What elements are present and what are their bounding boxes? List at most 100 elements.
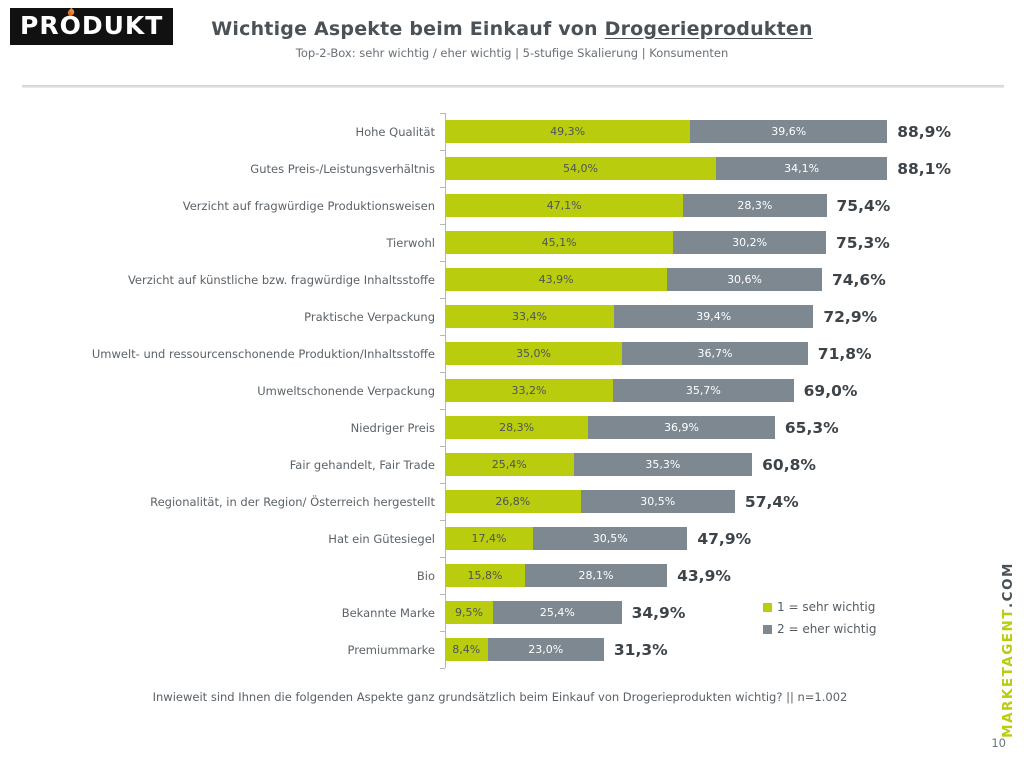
bar-segment: 43,9% [445,268,668,291]
category-label: Verzicht auf künstliche bzw. fragwürdige… [127,272,435,287]
bar-area: 43,9% 30,6% 74,6% [445,268,951,291]
bar-area: 35,0% 36,7% 71,8% [445,342,951,365]
category-label: Umwelt- und ressourcenschonende Produkti… [91,346,435,361]
chart-row: Praktische Verpackung 33,4% 39,4% 72,9% [0,298,1000,335]
bar-area: 33,2% 35,7% 69,0% [445,379,951,402]
legend-swatch-gray [763,624,772,634]
axis-tick [440,113,445,114]
bar-segment: 26,8% [445,490,581,513]
logo-text-pre: PR [20,11,60,40]
bar-segment: 54,0% [445,157,717,180]
row-total: 88,1% [897,159,951,178]
bar-segment: 25,4% [445,453,574,476]
row-total: 69,0% [803,381,858,400]
bar-area: 9,5% 25,4% 34,9% [445,601,951,624]
chart-legend: 1 = sehr wichtig 2 = eher wichtig [763,596,876,640]
axis-tick [440,557,445,558]
category-label: Praktische Verpackung [304,309,435,324]
legend-swatch-green [763,602,772,612]
axis-tick [440,409,445,410]
bar-segment: 9,5% [445,601,494,624]
bar-segment: 30,5% [533,527,688,550]
axis-tick [440,150,445,151]
survey-question: Inwieweit sind Ihnen die folgenden Aspek… [152,690,848,704]
logo-text-o: O [59,11,82,40]
chart-row: Verzicht auf künstliche bzw. fragwürdige… [0,261,1000,298]
row-total: 43,9% [677,566,731,585]
legend-label: 2 = eher wichtig [777,622,877,636]
category-label: Verzicht auf fragwürdige Produktionsweis… [182,198,435,213]
chart-row: Niedriger Preis 28,3% 36,9% 65,3% [0,409,1000,446]
title-prefix: Wichtige Aspekte beim Einkauf von [211,18,605,40]
axis-tick [440,372,445,373]
title-emphasis: Drogerieprodukten [604,18,813,40]
row-total: 74,6% [831,270,886,289]
row-total: 31,3% [613,640,668,659]
bar-segment: 30,6% [667,268,822,291]
page-subtitle: Top-2-Box: sehr wichtig / eher wichtig |… [295,46,729,60]
category-label: Bio [416,568,435,583]
bar-segment: 33,2% [445,379,613,402]
category-label: Hohe Qualität [355,124,435,139]
chart-row: Tierwohl 45,1% 30,2% 75,3% [0,224,1000,261]
axis-tick [440,446,445,447]
axis-tick [440,631,445,632]
bar-area: 25,4% 35,3% 60,8% [445,453,951,476]
legend-label: 1 = sehr wichtig [777,600,876,614]
chart-row: Hat ein Gütesiegel 17,4% 30,5% 47,9% [0,520,1000,557]
category-label: Gutes Preis-/Leistungsverhältnis [250,161,435,176]
axis-tick [440,335,445,336]
axis-tick [440,261,445,262]
category-label: Regionalität, in der Region/ Österreich … [150,494,435,509]
category-label: Umweltschonende Verpackung [257,383,435,398]
axis-tick [440,520,445,521]
bar-area: 47,1% 28,3% 75,4% [445,194,951,217]
bar-segment: 28,1% [524,564,668,587]
stacked-bar-chart: Hohe Qualität 49,3% 39,6% 88,9% Gutes Preis-… [0,113,1000,669]
row-total: 75,3% [836,233,890,252]
chart-row: Regionalität, in der Region/ Österreich … [0,483,1000,520]
chart-row: Gutes Preis-/Leistungsverhältnis 54,0% 34,… [0,150,1000,187]
category-label: Tierwohl [386,235,435,250]
chart-row: Bio 15,8% 28,1% 43,9% [0,557,1000,594]
page-title: Wichtige Aspekte beim Einkauf von Droger… [0,18,1024,40]
bar-segment: 35,3% [573,453,753,476]
header: Wichtige Aspekte beim Einkauf von Droger… [0,18,1024,60]
axis-tick [440,668,445,669]
bar-segment: 25,4% [493,601,622,624]
bar-segment: 23,0% [487,638,604,661]
row-total: 72,9% [823,307,878,326]
produkt-logo: PR ODUKT [10,7,174,45]
row-total: 75,4% [836,196,891,215]
bar-area: 8,4% 23,0% 31,3% [445,638,951,661]
chart-row: Premiummarke 8,4% 23,0% 31,3% [0,631,1000,668]
bar-segment: 36,9% [588,416,775,439]
category-label: Fair gehandelt, Fair Trade [289,457,435,472]
category-label: Hat ein Gütesiegel [328,531,435,546]
bar-area: 26,8% 30,5% 57,4% [445,490,951,513]
chart-row: Bekannte Marke 9,5% 25,4% 34,9% [0,594,1000,631]
chart-row: Verzicht auf fragwürdige Produktionsweis… [0,187,1000,224]
category-label: Bekannte Marke [341,605,435,620]
chart-row: Hohe Qualität 49,3% 39,6% 88,9% [0,113,1000,150]
axis-tick [440,298,445,299]
chart-row: Umweltschonende Verpackung 33,2% 35,7% 69,0… [0,372,1000,409]
row-total: 47,9% [697,529,752,548]
row-total: 57,4% [744,492,799,511]
category-label: Niedriger Preis [350,420,435,435]
bar-area: 15,8% 28,1% 43,9% [445,564,951,587]
bar-segment: 39,6% [690,120,888,143]
bar-area: 45,1% 30,2% 75,3% [445,231,951,254]
bar-segment: 28,3% [683,194,827,217]
chart-row: Umwelt- und ressourcenschonende Produkti… [0,335,1000,372]
bar-segment: 49,3% [445,120,691,143]
legend-item-sehr-wichtig: 1 = sehr wichtig [763,596,876,618]
axis-tick [440,594,445,595]
page-number: 10 [991,736,1006,750]
bar-area: 49,3% 39,6% 88,9% [445,120,951,143]
bar-area: 54,0% 34,1% 88,1% [445,157,951,180]
legend-item-eher-wichtig: 2 = eher wichtig [763,618,876,640]
bar-segment: 45,1% [445,231,674,254]
bar-segment: 8,4% [445,638,488,661]
